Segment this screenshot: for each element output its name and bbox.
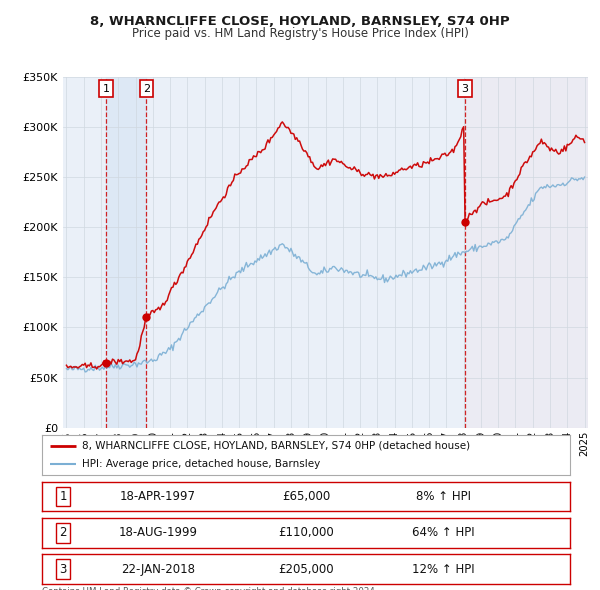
Text: 64% ↑ HPI: 64% ↑ HPI — [412, 526, 475, 539]
Text: 3: 3 — [59, 563, 67, 576]
Bar — [106, 77, 146, 428]
Text: 8% ↑ HPI: 8% ↑ HPI — [416, 490, 471, 503]
Text: 3: 3 — [461, 84, 468, 94]
Text: HPI: Average price, detached house, Barnsley: HPI: Average price, detached house, Barn… — [82, 459, 320, 469]
Text: 8, WHARNCLIFFE CLOSE, HOYLAND, BARNSLEY, S74 0HP: 8, WHARNCLIFFE CLOSE, HOYLAND, BARNSLEY,… — [90, 15, 510, 28]
Text: 1: 1 — [103, 84, 110, 94]
Text: £110,000: £110,000 — [278, 526, 334, 539]
Text: 18-AUG-1999: 18-AUG-1999 — [119, 526, 197, 539]
Text: 1: 1 — [59, 490, 67, 503]
Text: 18-APR-1997: 18-APR-1997 — [120, 490, 196, 503]
Text: 12% ↑ HPI: 12% ↑ HPI — [412, 563, 475, 576]
Text: 8, WHARNCLIFFE CLOSE, HOYLAND, BARNSLEY, S74 0HP (detached house): 8, WHARNCLIFFE CLOSE, HOYLAND, BARNSLEY,… — [82, 441, 470, 451]
Text: 22-JAN-2018: 22-JAN-2018 — [121, 563, 195, 576]
Text: 2: 2 — [143, 84, 150, 94]
Text: £205,000: £205,000 — [278, 563, 334, 576]
Text: £65,000: £65,000 — [282, 490, 330, 503]
Text: 2: 2 — [59, 526, 67, 539]
Bar — [464, 77, 588, 428]
Text: Contains HM Land Registry data © Crown copyright and database right 2024.: Contains HM Land Registry data © Crown c… — [42, 587, 377, 590]
Text: Price paid vs. HM Land Registry's House Price Index (HPI): Price paid vs. HM Land Registry's House … — [131, 27, 469, 40]
